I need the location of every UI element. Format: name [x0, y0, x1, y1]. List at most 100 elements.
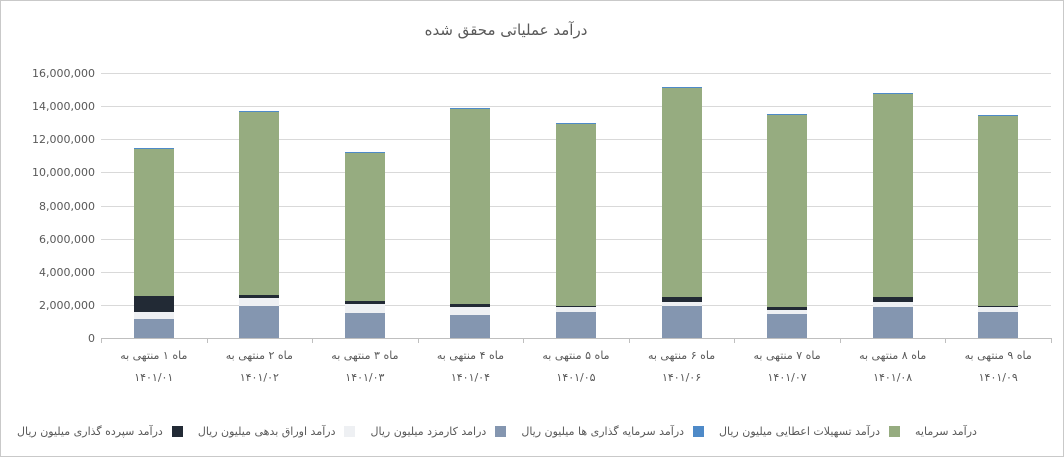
legend-swatch-icon: [693, 425, 705, 437]
bar-segment-series1: [872, 307, 913, 338]
bar-segment-series5: [661, 87, 702, 88]
legend-item: درآمد سپرده گذاری میلیون ریال: [17, 425, 183, 438]
category-label-line2: ۱۴۰۱/۰۳: [345, 371, 385, 384]
bar-segment-series4: [556, 123, 596, 306]
bar-segment-series4: [872, 93, 913, 297]
y-gridline: [101, 73, 1051, 74]
x-axis-category-label: ماه ۳ منتهی به ۱۴۰۱/۰۳: [312, 345, 418, 389]
bar-segment-series3: [344, 300, 385, 305]
category-label-line2: ۱۴۰۱/۰۹: [978, 371, 1018, 384]
bar-segment-series4: [767, 115, 808, 308]
y-axis-tick-label: 6,000,000: [39, 232, 95, 246]
x-axis-tick-mark: [1051, 338, 1052, 343]
bar-segment-series3: [133, 296, 174, 312]
x-axis-category-label: ماه ۴ منتهی به ۱۴۰۱/۰۴: [418, 345, 524, 389]
chart-title: درآمد عملیاتی محقق شده: [424, 21, 588, 39]
legend-item: درآمد سرمایه گذاری ها میلیون ریال: [521, 424, 705, 438]
bar-segment-series2: [767, 309, 808, 314]
bar-segment-series4: [978, 116, 1019, 306]
bar-segment-series1: [978, 311, 1019, 338]
bar-segment-series5: [450, 107, 491, 109]
category-label-line2: ۱۴۰۱/۰۸: [873, 371, 913, 384]
category-label-line1: ماه ۱ منتهی به: [120, 349, 188, 362]
category-label-line2: ۱۴۰۱/۰۶: [661, 371, 702, 384]
category-label-line1: ماه ۹ منتهی به: [964, 349, 1032, 362]
legend-swatch-icon: [344, 425, 356, 437]
y-axis-tick-label: 4,000,000: [39, 265, 95, 279]
category-label-line2: ۱۴۰۱/۰۴: [450, 371, 490, 384]
legend-item-label: درآمد اوراق بدهی میلیون ریال: [197, 424, 336, 438]
bar-segment-series2: [450, 307, 491, 315]
chart-legend: درآمد سپرده گذاری میلیون ریال درآمد اوراق…: [17, 418, 1063, 444]
x-axis-tick-mark: [839, 338, 841, 343]
y-axis-tick-label: 2,000,000: [39, 298, 95, 312]
x-axis-tick-mark: [206, 338, 208, 343]
legend-item-label: درآمد سرمایه گذاری ها میلیون ریال: [521, 424, 685, 438]
bar-segment-series2: [556, 307, 596, 312]
y-axis-tick-label: 8,000,000: [39, 199, 95, 213]
bar-segment-series5: [239, 111, 280, 112]
category-label-line1: ماه ۳ منتهی به: [331, 349, 399, 362]
y-axis-tick-label: 0: [88, 332, 95, 345]
bar-segment-series3: [978, 305, 1019, 308]
bar-segment-series2: [133, 311, 174, 319]
category-label-line1: ماه ۴ منتهی به: [436, 349, 505, 362]
bar-segment-series4: [239, 111, 280, 295]
x-axis-category-label: ماه ۲ منتهی به ۱۴۰۱/۰۲: [207, 345, 313, 389]
x-axis-category-label: ماه ۵ منتهی به ۱۴۰۱/۰۵: [523, 345, 629, 389]
bar-segment-series3: [556, 305, 596, 308]
category-label-line1: ماه ۶ منتهی به: [647, 349, 716, 362]
category-label-line2: ۱۴۰۱/۰۲: [239, 371, 279, 384]
legend-item-label: درامد کارمزد میلیون ریال: [370, 424, 487, 438]
category-label-line1: ماه ۲ منتهی به: [225, 349, 293, 362]
bar-segment-series5: [556, 122, 596, 124]
y-gridline: [101, 106, 1051, 108]
category-label-line1: ماه ۸ منتهی به: [859, 349, 927, 362]
y-axis-tick-label: 12,000,000: [32, 133, 95, 147]
category-label-line2: ۱۴۰۱/۰۷: [767, 371, 807, 384]
legend-item: درامد کارمزد میلیون ریال: [370, 424, 507, 438]
x-axis-tick-mark: [734, 338, 736, 343]
category-label-line2: ۱۴۰۱/۰۱: [134, 371, 174, 384]
x-axis-tick-mark: [628, 338, 630, 343]
bar-segment-series4: [450, 108, 491, 305]
bar-segment-series5: [872, 92, 913, 94]
bar-segment-series3: [872, 296, 913, 303]
bar-segment-series5: [978, 115, 1019, 117]
bar-segment-series4: [133, 149, 174, 297]
bar-segment-series1: [556, 311, 596, 338]
bar-segment-series1: [239, 305, 280, 338]
bar-segment-series2: [239, 298, 280, 306]
bar-segment-series4: [661, 87, 702, 298]
x-axis-line: [101, 338, 1051, 339]
x-axis-tick-mark: [523, 338, 525, 343]
legend-swatch-icon: [171, 425, 183, 437]
bar-segment-series3: [239, 294, 280, 299]
bar-segment-series1: [767, 313, 808, 338]
category-label-line1: ماه ۵ منتهی به: [542, 349, 610, 362]
legend-item-label-clipped: درآمد سرمایه: [915, 424, 977, 438]
bar-segment-series5: [133, 147, 174, 150]
bar-segment-series2: [872, 302, 913, 308]
bar-segment-series3: [661, 297, 702, 302]
legend-item-label: درآمد تسهیلات اعطایی میلیون ریال: [719, 424, 881, 438]
legend-item: درآمد تسهیلات اعطایی میلیون ریال: [719, 424, 901, 438]
bar-segment-series2: [344, 304, 385, 314]
bar-segment-series3: [450, 304, 491, 308]
bar-segment-series3: [767, 307, 808, 310]
bar-segment-series1: [661, 305, 702, 338]
x-axis-tick-mark: [945, 338, 947, 343]
bar-segment-series4: [344, 152, 385, 301]
x-axis-category-label: ماه ۹ منتهی به ۱۴۰۱/۰۹: [945, 345, 1051, 389]
x-axis-category-label: ماه ۸ منتهی به ۱۴۰۱/۰۸: [840, 345, 946, 389]
bar-segment-series1: [450, 314, 491, 338]
legend-swatch-icon: [495, 425, 507, 437]
x-axis-tick-mark: [101, 338, 102, 343]
bar-segment-series5: [767, 114, 808, 116]
x-axis-tick-mark: [312, 338, 314, 343]
y-axis-tick-label: 16,000,000: [32, 67, 95, 80]
bar-segment-series2: [661, 301, 702, 306]
legend-item-label: درآمد سپرده گذاری میلیون ریال: [17, 424, 163, 438]
x-axis-category-label: ماه ۱ منتهی به ۱۴۰۱/۰۱: [101, 345, 207, 389]
